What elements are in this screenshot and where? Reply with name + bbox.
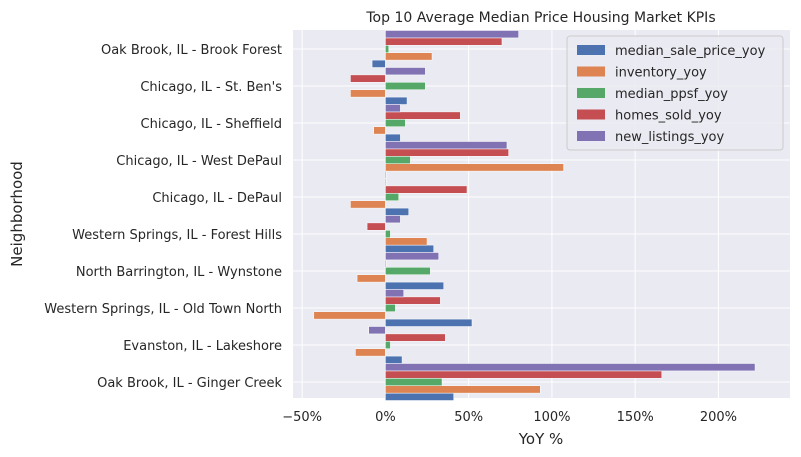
bar-median_ppsf_yoy [385,82,426,90]
gridlines [293,30,790,398]
bar-median_ppsf_yoy [385,304,396,312]
bar-new_listings_yoy [385,67,426,76]
chart-title: Top 10 Average Median Price Housing Mark… [365,10,715,26]
bar-inventory_yoy [385,52,433,61]
x-tick-label: 0% [375,410,396,425]
bar-new_listings_yoy [385,178,387,187]
bar-inventory_yoy [350,200,386,209]
legend-swatch-inventory_yoy [577,66,605,77]
bar-median_sale_price_yoy [385,244,434,253]
legend-swatch-median_ppsf_yoy [577,88,605,98]
bar-homes_sold_yoy [385,37,503,46]
bar-median_sale_price_yoy [385,318,473,327]
bar-median_sale_price_yoy [385,355,403,364]
bar-homes_sold_yoy [385,185,468,194]
legend-label: inventory_yoy [615,66,707,81]
x-tick-label: −50% [282,410,322,425]
y-tick-label: Chicago, IL - West DePaul [116,154,282,169]
bar-homes_sold_yoy [385,333,446,342]
bar-median_sale_price_yoy [385,133,401,142]
y-tick-labels: Oak Brook, IL - Ginger Creek Evanston, IL… [44,43,282,391]
bar-new_listings_yoy [385,30,519,39]
bar-homes_sold_yoy [385,148,509,157]
bar-new_listings_yoy [385,215,401,224]
legend-swatch-new_listings_yoy [577,131,605,141]
bar-new_listings_yoy [368,326,386,335]
bar-median_ppsf_yoy [385,378,443,386]
bar-homes_sold_yoy [350,74,386,83]
legend-label: median_sale_price_yoy [615,44,766,59]
x-tick-label: 100% [533,410,570,425]
y-tick-label: Chicago, IL - Sheffield [141,117,282,132]
bar-new_listings_yoy [385,252,439,261]
bar-new_listings_yoy [385,141,508,150]
y-tick-label: Western Springs, IL - Forest Hills [72,228,282,243]
y-tick-label: Chicago, IL - St. Ben's [140,80,282,95]
bar-homes_sold_yoy [385,296,441,305]
bar-median_ppsf_yoy [385,45,389,53]
y-tick-label: Chicago, IL - DePaul [152,191,282,206]
legend-swatch-median_sale_price_yoy [577,45,605,55]
bar-homes_sold_yoy [385,259,387,268]
bar-median_sale_price_yoy [385,392,454,401]
bar-median_sale_price_yoy [385,96,408,105]
bar-inventory_yoy [385,163,564,172]
bar-median_ppsf_yoy [385,119,406,127]
legend-label: median_ppsf_yoy [615,87,728,102]
bar-median_ppsf_yoy [385,230,391,238]
y-tick-label: Oak Brook, IL - Ginger Creek [97,376,282,391]
y-tick-label: North Barrington, IL - Wynstone [76,265,282,280]
bar-inventory_yoy [373,126,386,135]
legend: median_sale_price_yoy inventory_yoymedian… [566,35,784,151]
bar-inventory_yoy [313,311,386,320]
bar-homes_sold_yoy [385,370,663,379]
legend-box [566,35,784,151]
bar-median_sale_price_yoy [371,59,386,68]
y-tick-label: Oak Brook, IL - Brook Forest [101,43,282,58]
y-tick-label: Evanston, IL - Lakeshore [123,339,282,354]
bar-median_sale_price_yoy [385,281,444,290]
bar-homes_sold_yoy [385,111,461,120]
bar-inventory_yoy [385,237,428,246]
bar-median_ppsf_yoy [385,156,411,164]
bars [313,30,756,401]
bar-median_sale_price_yoy [385,170,387,179]
legend-label: new_listings_yoy [615,130,724,145]
bar-median_ppsf_yoy [385,193,399,201]
legend-swatch-homes_sold_yoy [577,109,605,120]
bar-median_ppsf_yoy [385,267,431,275]
bar-inventory_yoy [355,348,386,357]
y-tick-label: Western Springs, IL - Old Town North [44,302,282,317]
bar-inventory_yoy [385,385,541,394]
x-tick-label: 50% [454,410,483,425]
x-tick-label: 150% [617,410,654,425]
legend-label: homes_sold_yoy [615,109,722,124]
x-axis-label: YoY % [518,430,564,448]
bar-new_listings_yoy [385,289,404,298]
bar-median_ppsf_yoy [385,341,391,349]
x-tick-labels: −50% 0% 50% 100% 150% 200% [282,410,737,425]
bar-inventory_yoy [350,89,386,98]
bar-new_listings_yoy [385,363,756,372]
bar-inventory_yoy [356,274,386,283]
bar-median_sale_price_yoy [385,207,409,216]
bar-new_listings_yoy [385,104,401,113]
bar-homes_sold_yoy [366,222,386,231]
y-axis-label: Neighborhood [8,161,26,267]
x-tick-label: 200% [700,410,737,425]
